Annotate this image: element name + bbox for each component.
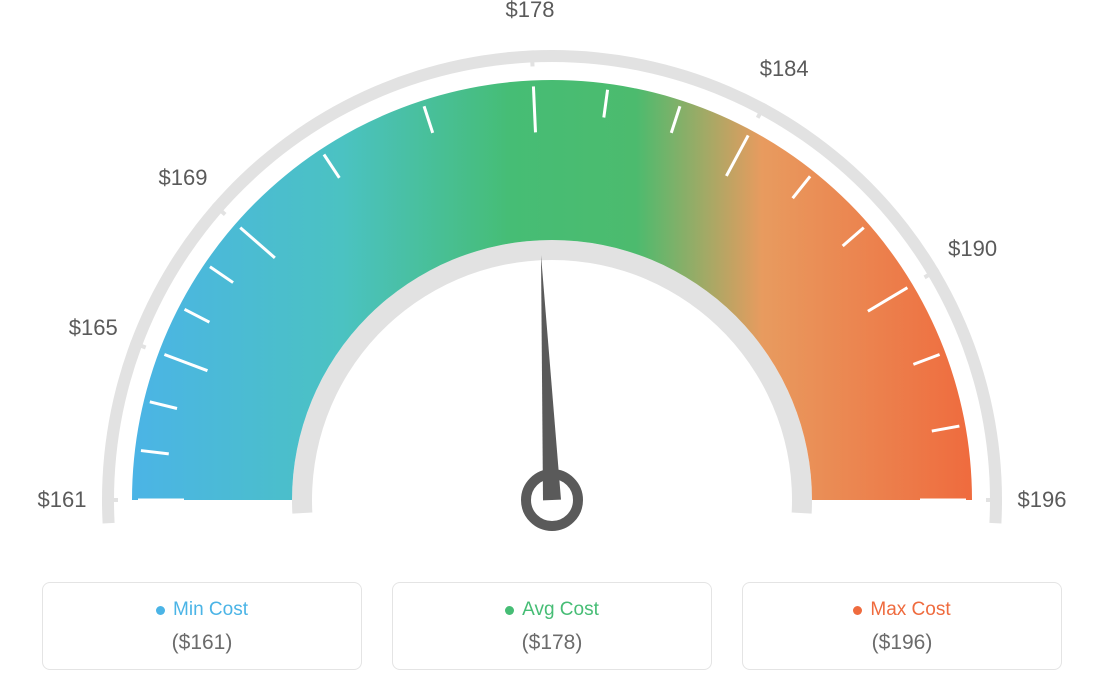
legend-value: ($161): [53, 631, 351, 655]
gauge-tick-label: $190: [948, 236, 997, 262]
gauge-svg: [0, 0, 1104, 560]
legend-label: Avg Cost: [522, 599, 599, 621]
legend-value: ($196): [753, 631, 1051, 655]
legend-value: ($178): [403, 631, 701, 655]
legend-title-min: Min Cost: [156, 599, 248, 621]
gauge-tick-label: $161: [38, 487, 87, 513]
dot-icon: [853, 606, 862, 615]
gauge-tick-label: $169: [159, 165, 208, 191]
dot-icon: [156, 606, 165, 615]
dot-icon: [505, 606, 514, 615]
legend-title-avg: Avg Cost: [505, 599, 599, 621]
legend-card-avg: Avg Cost ($178): [392, 582, 712, 670]
legend-title-max: Max Cost: [853, 599, 950, 621]
gauge-tick-label: $184: [760, 56, 809, 82]
gauge-tick-label: $178: [506, 0, 555, 23]
gauge-tick-label: $196: [1018, 487, 1067, 513]
legend-card-max: Max Cost ($196): [742, 582, 1062, 670]
gauge-tick-label: $165: [69, 315, 118, 341]
legend-label: Min Cost: [173, 599, 248, 621]
legend-card-min: Min Cost ($161): [42, 582, 362, 670]
cost-gauge: $161 $165 $169 $178 $184 $190 $196: [0, 0, 1104, 560]
legend-row: Min Cost ($161) Avg Cost ($178) Max Cost…: [0, 582, 1104, 670]
legend-label: Max Cost: [870, 599, 950, 621]
